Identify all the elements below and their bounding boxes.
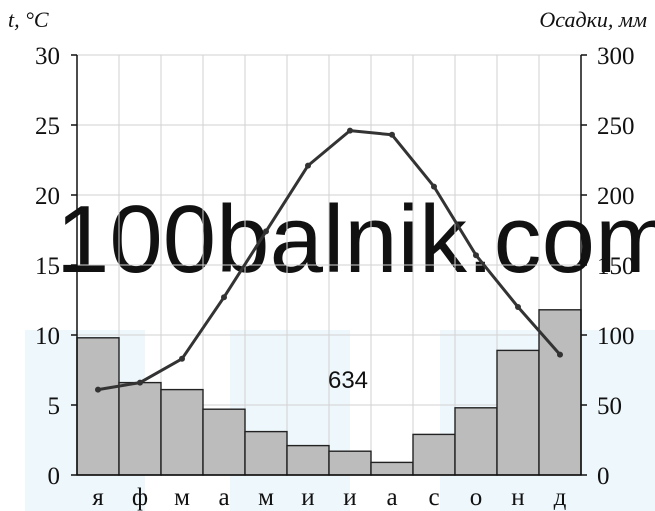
precipitation-bar xyxy=(496,349,540,476)
left-tick-label: 15 xyxy=(35,253,60,280)
watermark-text: 100balnik.com xyxy=(56,186,655,293)
annual-precipitation-total: 634 xyxy=(328,367,368,394)
precipitation-bars xyxy=(76,309,582,476)
month-label: ф xyxy=(132,484,148,511)
temperature-point xyxy=(431,183,437,190)
precipitation-bar xyxy=(76,337,120,476)
right-tick-label: 0 xyxy=(597,463,610,490)
month-label: а xyxy=(218,484,229,511)
left-axis-label: t, °C xyxy=(8,7,49,32)
precipitation-bar xyxy=(454,407,498,476)
left-axis-ticks: 0 5 10 15 20 25 30 xyxy=(35,43,77,490)
month-label: о xyxy=(470,484,483,511)
precipitation-bar xyxy=(160,388,204,476)
precipitation-bar xyxy=(538,309,582,476)
right-axis-label: Осадки, мм xyxy=(539,7,647,32)
month-label: а xyxy=(386,484,397,511)
right-tick-label: 300 xyxy=(597,43,635,70)
temperature-point xyxy=(473,252,479,259)
temperature-point xyxy=(179,355,185,362)
watermark-shape xyxy=(230,330,350,511)
left-tick-label: 5 xyxy=(48,393,61,420)
right-axis-ticks: 0 50 100 150 200 250 300 xyxy=(581,43,635,490)
left-tick-label: 10 xyxy=(35,323,60,350)
temperature-line xyxy=(95,127,563,393)
month-label: м xyxy=(174,484,190,511)
precipitation-bar xyxy=(118,381,162,476)
temperature-point xyxy=(389,131,395,138)
left-tick-label: 25 xyxy=(35,113,60,140)
left-tick-label: 30 xyxy=(35,43,60,70)
temperature-point xyxy=(557,351,563,358)
precipitation-bar xyxy=(286,444,330,476)
left-tick-label: 20 xyxy=(35,183,60,210)
precipitation-bar xyxy=(202,408,246,476)
right-tick-label: 250 xyxy=(597,113,635,140)
month-label: м xyxy=(258,484,274,511)
month-label: и xyxy=(343,484,356,511)
month-label: д xyxy=(554,484,567,511)
month-label: н xyxy=(511,484,524,511)
temperature-line-path xyxy=(97,129,562,392)
precipitation-bar xyxy=(370,461,414,476)
right-tick-label: 150 xyxy=(597,253,635,280)
temperature-point xyxy=(137,379,143,386)
right-tick-label: 200 xyxy=(597,183,635,210)
temperature-point xyxy=(347,127,353,134)
temperature-point xyxy=(305,162,311,169)
temperature-point xyxy=(515,304,521,310)
right-tick-label: 100 xyxy=(597,323,635,350)
temperature-point xyxy=(221,294,227,301)
left-tick-label: 0 xyxy=(48,463,61,490)
right-tick-label: 50 xyxy=(597,393,622,420)
precipitation-bar xyxy=(328,450,372,476)
precipitation-bar xyxy=(244,430,288,476)
month-label: и xyxy=(301,484,314,511)
month-label: с xyxy=(428,484,439,511)
precipitation-bar xyxy=(412,433,456,476)
temperature-point xyxy=(263,228,269,235)
temperature-point xyxy=(95,386,101,393)
month-label: я xyxy=(92,484,104,511)
